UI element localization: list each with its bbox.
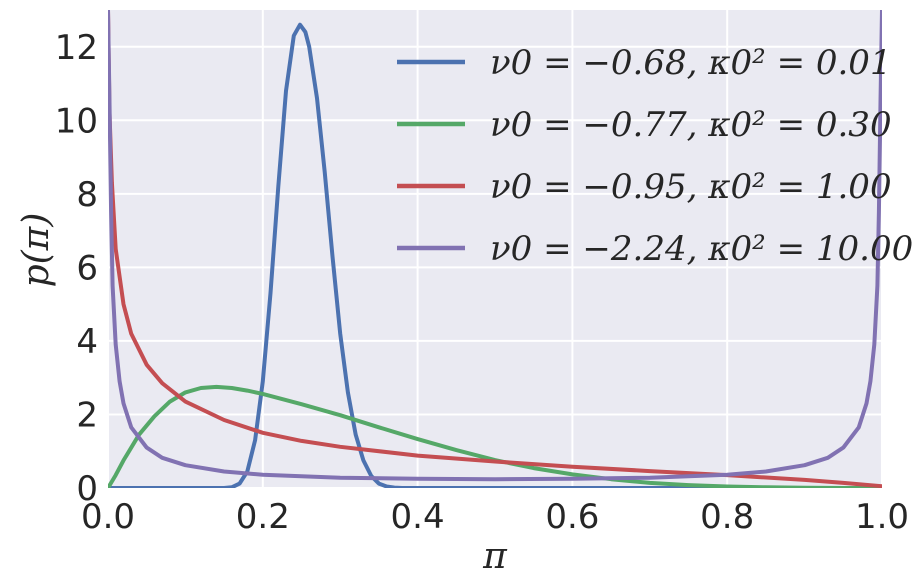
tick-labels: 0.0 0.2 0.4 0.6 0.8 1.0 0 2 4 6 8 10 12 — [55, 28, 909, 537]
x-tick-label: 0.6 — [545, 497, 599, 537]
series-line-1 — [108, 22, 882, 488]
x-axis-label: π — [482, 536, 508, 577]
legend-label-4: ν0 = −2.24, κ0² = 10.00 — [490, 229, 913, 269]
x-tick-label: 0.4 — [391, 497, 445, 537]
plot-background — [108, 10, 882, 488]
y-tick-label: 8 — [76, 175, 98, 215]
x-tick-label: 0.8 — [700, 497, 754, 537]
y-tick-label: 10 — [55, 101, 98, 141]
y-tick-label: 12 — [55, 28, 98, 68]
y-tick-label: 6 — [76, 248, 98, 288]
y-tick-label: 0 — [76, 469, 98, 509]
x-tick-label: 1.0 — [855, 497, 909, 537]
x-tick-label: 0.2 — [236, 497, 290, 537]
y-axis-label: p(π) — [16, 213, 57, 288]
series-line-2 — [108, 384, 882, 488]
series-layer — [108, 10, 882, 488]
legend-label-2: ν0 = −0.77, κ0² = 0.30 — [490, 105, 892, 145]
legend-label-1: ν0 = −0.68, κ0² = 0.01 — [490, 43, 892, 83]
y-tick-label: 4 — [76, 322, 98, 362]
x-tick-label: 0.0 — [81, 497, 135, 537]
series-line-4 — [108, 10, 882, 482]
legend: ν0 = −0.68, κ0² = 0.01 ν0 = −0.77, κ0² = … — [397, 43, 913, 269]
y-tick-label: 2 — [76, 395, 98, 435]
legend-label-3: ν0 = −0.95, κ0² = 1.00 — [490, 167, 892, 207]
